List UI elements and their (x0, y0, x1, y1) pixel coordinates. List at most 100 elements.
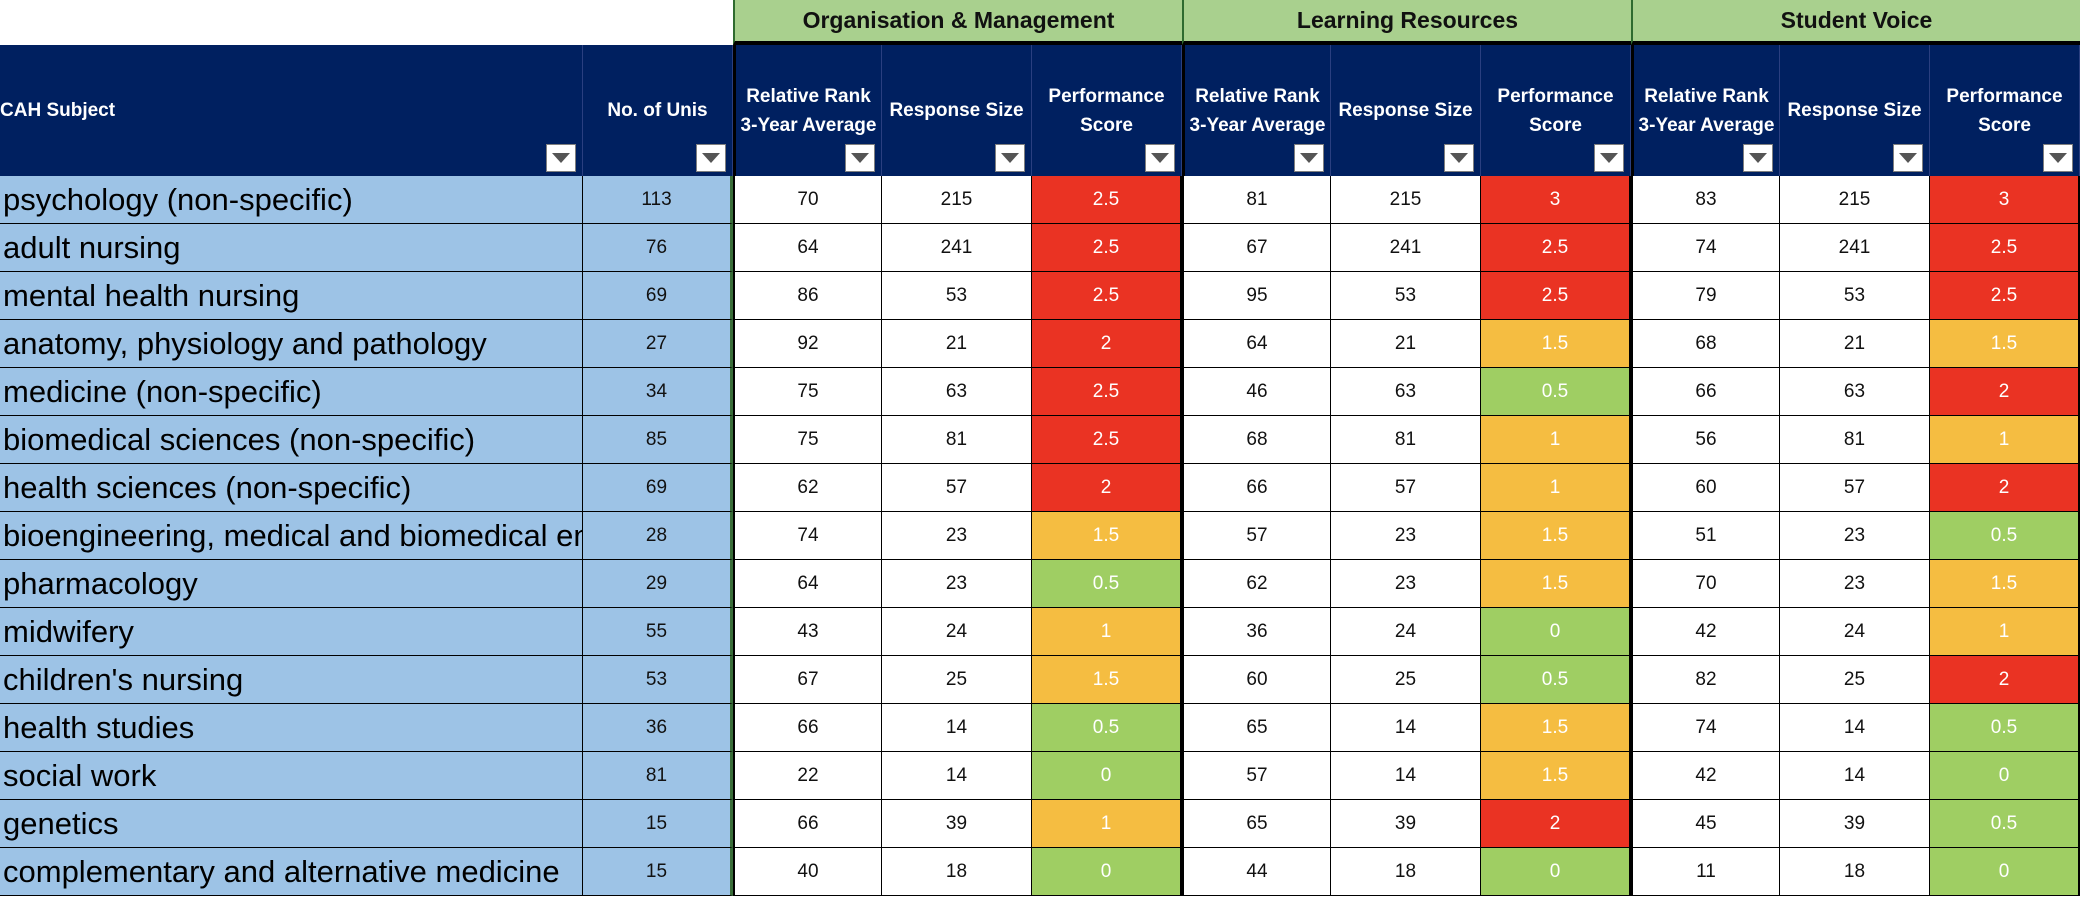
header-lr-relative-rank-filter-button[interactable] (1294, 144, 1324, 172)
lr-rank-cell[interactable]: 57 (1182, 512, 1331, 560)
lr-score-cell[interactable]: 3 (1481, 176, 1631, 224)
om-score-cell[interactable]: 1.5 (1032, 656, 1182, 704)
lr-score-cell[interactable]: 0 (1481, 608, 1631, 656)
header-om-performance-score-filter-button[interactable] (1145, 144, 1175, 172)
lr-rank-cell[interactable]: 81 (1182, 176, 1331, 224)
lr-response-cell[interactable]: 21 (1331, 320, 1481, 368)
om-rank-cell[interactable]: 67 (733, 656, 882, 704)
subject-cell[interactable]: mental health nursing (0, 272, 583, 320)
sv-score-cell[interactable]: 1.5 (1930, 320, 2080, 368)
om-response-cell[interactable]: 81 (882, 416, 1032, 464)
lr-response-cell[interactable]: 23 (1331, 560, 1481, 608)
lr-response-cell[interactable]: 53 (1331, 272, 1481, 320)
sv-rank-cell[interactable]: 68 (1631, 320, 1780, 368)
sv-rank-cell[interactable]: 83 (1631, 176, 1780, 224)
lr-rank-cell[interactable]: 46 (1182, 368, 1331, 416)
subject-cell[interactable]: medicine (non-specific) (0, 368, 583, 416)
om-response-cell[interactable]: 25 (882, 656, 1032, 704)
om-response-cell[interactable]: 18 (882, 848, 1032, 896)
unis-cell[interactable]: 69 (583, 464, 733, 512)
lr-score-cell[interactable]: 2 (1481, 800, 1631, 848)
sv-rank-cell[interactable]: 60 (1631, 464, 1780, 512)
om-score-cell[interactable]: 2.5 (1032, 224, 1182, 272)
lr-score-cell[interactable]: 0.5 (1481, 656, 1631, 704)
sv-score-cell[interactable]: 2 (1930, 464, 2080, 512)
om-score-cell[interactable]: 1 (1032, 608, 1182, 656)
sv-response-cell[interactable]: 23 (1780, 512, 1930, 560)
sv-score-cell[interactable]: 3 (1930, 176, 2080, 224)
sv-response-cell[interactable]: 23 (1780, 560, 1930, 608)
om-score-cell[interactable]: 0 (1032, 848, 1182, 896)
om-rank-cell[interactable]: 70 (733, 176, 882, 224)
sv-response-cell[interactable]: 14 (1780, 704, 1930, 752)
om-rank-cell[interactable]: 92 (733, 320, 882, 368)
om-score-cell[interactable]: 2 (1032, 464, 1182, 512)
sv-rank-cell[interactable]: 79 (1631, 272, 1780, 320)
subject-cell[interactable]: biomedical sciences (non-specific) (0, 416, 583, 464)
unis-cell[interactable]: 34 (583, 368, 733, 416)
header-no-of-unis-filter-button[interactable] (696, 144, 726, 172)
sv-score-cell[interactable]: 2.5 (1930, 272, 2080, 320)
header-sv-response-size-filter-button[interactable] (1893, 144, 1923, 172)
sv-response-cell[interactable]: 25 (1780, 656, 1930, 704)
sv-response-cell[interactable]: 241 (1780, 224, 1930, 272)
lr-rank-cell[interactable]: 57 (1182, 752, 1331, 800)
om-score-cell[interactable]: 0.5 (1032, 560, 1182, 608)
om-rank-cell[interactable]: 86 (733, 272, 882, 320)
om-response-cell[interactable]: 241 (882, 224, 1032, 272)
lr-response-cell[interactable]: 14 (1331, 752, 1481, 800)
subject-cell[interactable]: bioengineering, medical and biomedical e… (0, 512, 583, 560)
unis-cell[interactable]: 29 (583, 560, 733, 608)
unis-cell[interactable]: 53 (583, 656, 733, 704)
lr-score-cell[interactable]: 2.5 (1481, 272, 1631, 320)
unis-cell[interactable]: 55 (583, 608, 733, 656)
om-response-cell[interactable]: 23 (882, 560, 1032, 608)
unis-cell[interactable]: 113 (583, 176, 733, 224)
lr-rank-cell[interactable]: 60 (1182, 656, 1331, 704)
sv-score-cell[interactable]: 0.5 (1930, 800, 2080, 848)
lr-rank-cell[interactable]: 66 (1182, 464, 1331, 512)
subject-cell[interactable]: children's nursing (0, 656, 583, 704)
lr-rank-cell[interactable]: 68 (1182, 416, 1331, 464)
subject-cell[interactable]: anatomy, physiology and pathology (0, 320, 583, 368)
lr-response-cell[interactable]: 57 (1331, 464, 1481, 512)
om-response-cell[interactable]: 63 (882, 368, 1032, 416)
lr-response-cell[interactable]: 25 (1331, 656, 1481, 704)
om-score-cell[interactable]: 1 (1032, 800, 1182, 848)
subject-cell[interactable]: psychology (non-specific) (0, 176, 583, 224)
sv-score-cell[interactable]: 2.5 (1930, 224, 2080, 272)
om-rank-cell[interactable]: 22 (733, 752, 882, 800)
sv-score-cell[interactable]: 2 (1930, 656, 2080, 704)
unis-cell[interactable]: 69 (583, 272, 733, 320)
om-rank-cell[interactable]: 40 (733, 848, 882, 896)
om-score-cell[interactable]: 2.5 (1032, 416, 1182, 464)
sv-response-cell[interactable]: 21 (1780, 320, 1930, 368)
sv-response-cell[interactable]: 14 (1780, 752, 1930, 800)
om-rank-cell[interactable]: 64 (733, 560, 882, 608)
lr-response-cell[interactable]: 24 (1331, 608, 1481, 656)
sv-response-cell[interactable]: 215 (1780, 176, 1930, 224)
lr-response-cell[interactable]: 63 (1331, 368, 1481, 416)
lr-rank-cell[interactable]: 36 (1182, 608, 1331, 656)
lr-response-cell[interactable]: 39 (1331, 800, 1481, 848)
header-om-response-size-filter-button[interactable] (995, 144, 1025, 172)
lr-response-cell[interactable]: 215 (1331, 176, 1481, 224)
om-score-cell[interactable]: 2.5 (1032, 368, 1182, 416)
om-score-cell[interactable]: 0.5 (1032, 704, 1182, 752)
unis-cell[interactable]: 15 (583, 848, 733, 896)
om-score-cell[interactable]: 2.5 (1032, 272, 1182, 320)
unis-cell[interactable]: 36 (583, 704, 733, 752)
sv-response-cell[interactable]: 57 (1780, 464, 1930, 512)
sv-response-cell[interactable]: 81 (1780, 416, 1930, 464)
sv-rank-cell[interactable]: 66 (1631, 368, 1780, 416)
om-response-cell[interactable]: 53 (882, 272, 1032, 320)
sv-response-cell[interactable]: 24 (1780, 608, 1930, 656)
sv-rank-cell[interactable]: 11 (1631, 848, 1780, 896)
sv-rank-cell[interactable]: 51 (1631, 512, 1780, 560)
sv-rank-cell[interactable]: 74 (1631, 224, 1780, 272)
om-response-cell[interactable]: 23 (882, 512, 1032, 560)
sv-response-cell[interactable]: 63 (1780, 368, 1930, 416)
lr-rank-cell[interactable]: 67 (1182, 224, 1331, 272)
lr-score-cell[interactable]: 1.5 (1481, 752, 1631, 800)
unis-cell[interactable]: 76 (583, 224, 733, 272)
